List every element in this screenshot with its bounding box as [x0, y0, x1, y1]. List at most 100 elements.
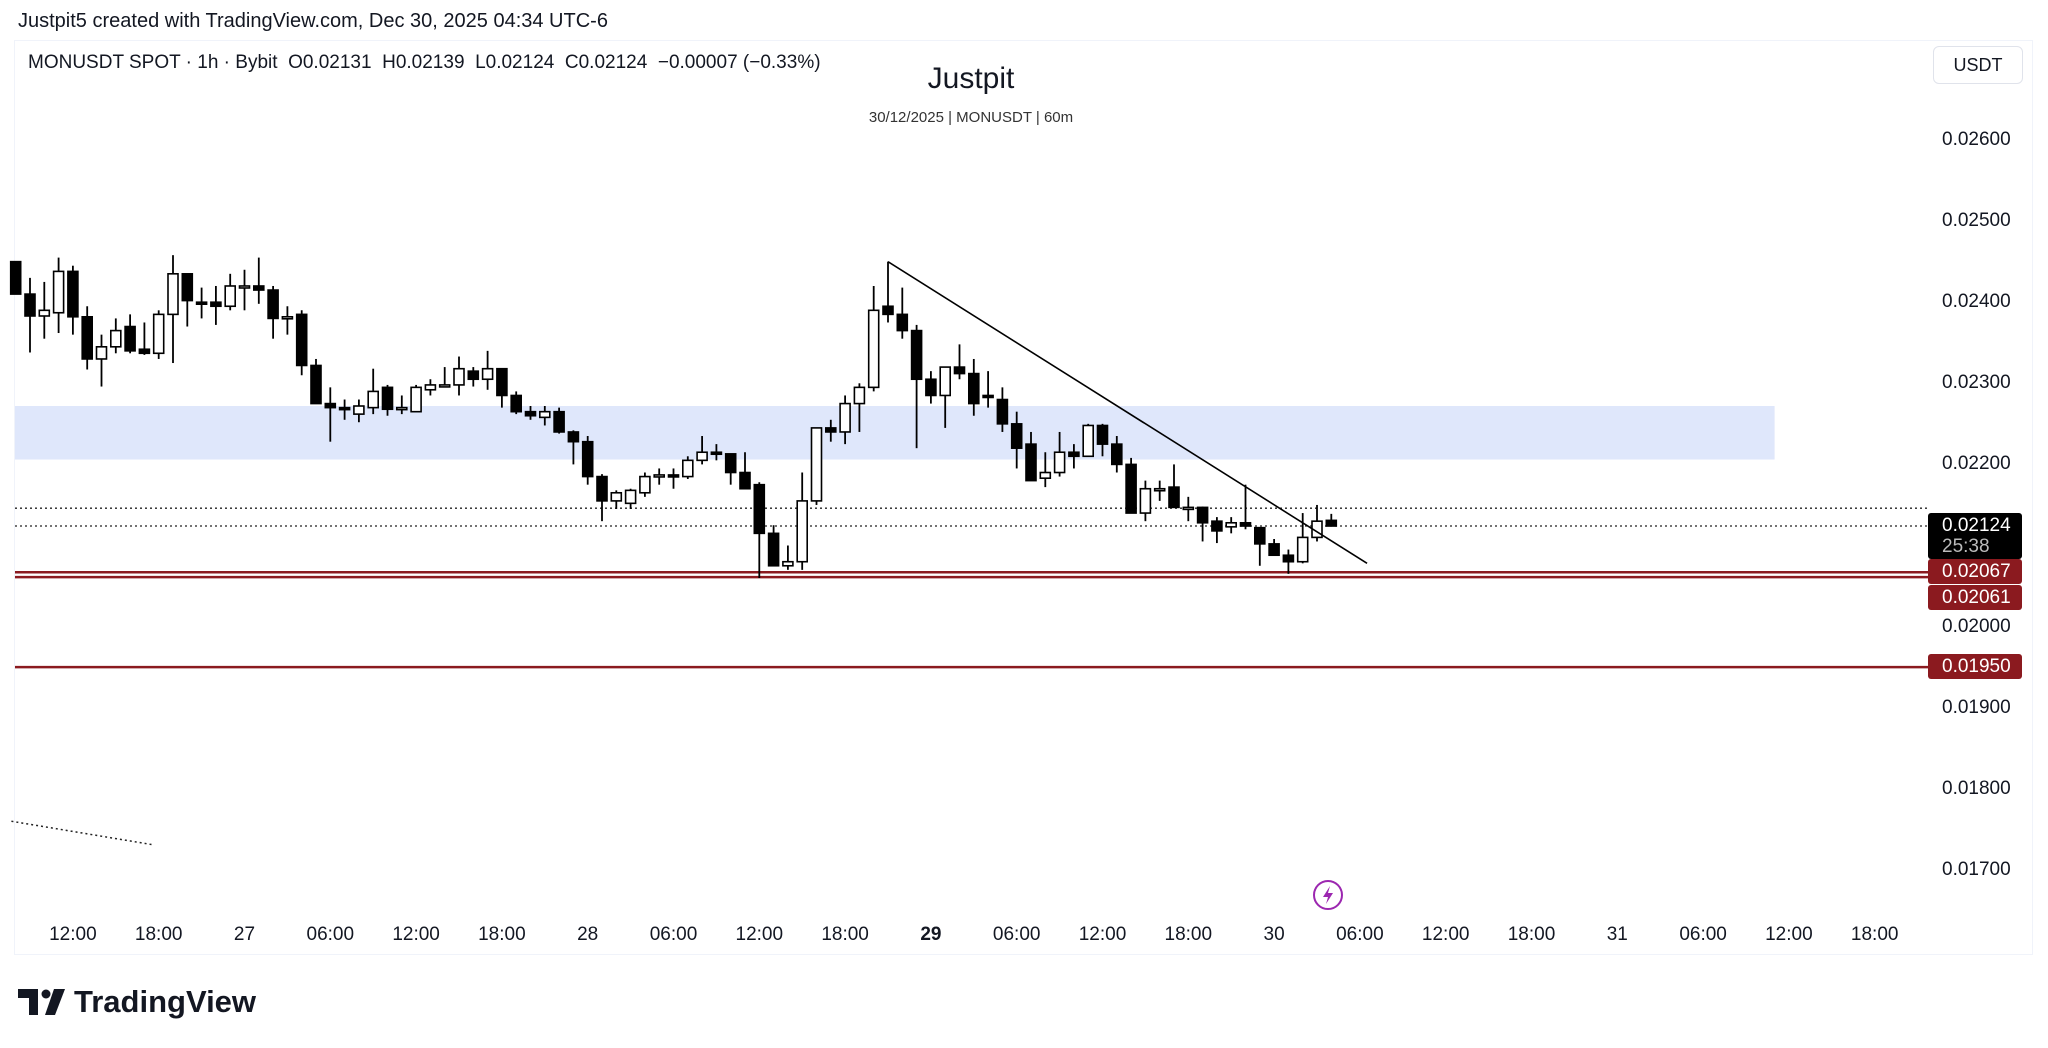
candle-down [1196, 506, 1209, 542]
time-tick-label: 12:00 [1078, 924, 1127, 945]
candle-body [1182, 506, 1195, 511]
candle-body [210, 301, 222, 308]
candle-up [839, 395, 851, 445]
price-tick-label: 0.02200 [1942, 453, 2011, 475]
candle-body [839, 402, 851, 433]
candle-body [896, 313, 909, 332]
candle-body [553, 410, 565, 433]
candle-body [9, 260, 22, 295]
candle-body [1010, 423, 1023, 449]
candle-up [1153, 480, 1166, 501]
candle-body [481, 367, 494, 381]
currency-button[interactable]: USDT [1933, 46, 2023, 84]
candle-body [353, 405, 365, 415]
candle-body [1053, 451, 1066, 474]
candle-body [381, 386, 394, 411]
candle-body [567, 431, 580, 443]
candle-body [253, 285, 265, 291]
candle-down [267, 285, 279, 339]
candle-down [1325, 513, 1338, 527]
candle-body [953, 366, 966, 375]
time-tick-label: 18:00 [1164, 924, 1213, 945]
candle-up [353, 399, 365, 423]
candle-up [1053, 431, 1066, 477]
time-tick-label: 12:00 [49, 924, 97, 945]
candle-down [739, 452, 751, 490]
candle-down [567, 430, 580, 465]
time-tick-label: 30 [1263, 924, 1285, 945]
candle-up [438, 367, 451, 388]
candle-body [1039, 471, 1052, 479]
candle-down [338, 399, 351, 420]
candle-body [724, 453, 737, 474]
candle-body [52, 270, 65, 314]
last-price: 0.02124 [1942, 515, 2011, 536]
candle-body [739, 471, 751, 490]
candle-up [782, 545, 794, 570]
tradingview-logo[interactable]: TradingView [18, 984, 256, 1020]
candle-body [524, 410, 537, 417]
candle-body [267, 289, 279, 320]
candle-body [538, 410, 551, 419]
level-badge-1: 0.02067 [1928, 559, 2022, 584]
candle-body [696, 451, 708, 462]
candle-body [1254, 526, 1266, 545]
candle-down [882, 261, 894, 323]
lightning-icon[interactable] [1313, 880, 1343, 910]
candle-down [510, 391, 523, 415]
candle-body [24, 293, 36, 317]
candle-up [95, 334, 108, 387]
candle-up [610, 490, 623, 510]
candle-down [467, 367, 480, 387]
price-tick-label: 0.02300 [1942, 372, 2011, 394]
price-tick-label: 0.02000 [1942, 615, 2011, 637]
candle-up [395, 395, 408, 415]
candle-body [681, 459, 694, 478]
candle-body [1153, 487, 1166, 492]
candle-body [1168, 486, 1180, 509]
candle-down [81, 306, 93, 370]
candle-down [1254, 526, 1266, 566]
candle-down [925, 371, 937, 404]
candle-down [1268, 539, 1280, 557]
candle-body [1225, 521, 1237, 528]
candle-body [1068, 451, 1080, 458]
candle-down [1125, 457, 1137, 514]
candle-down [253, 257, 265, 304]
candle-body [1211, 520, 1223, 532]
candle-body [324, 402, 337, 409]
candle-down [982, 371, 994, 408]
candle-down [824, 419, 837, 442]
candle-up [481, 350, 494, 390]
candle-body [1196, 506, 1209, 524]
candle-down [667, 468, 680, 489]
candle-body [152, 313, 165, 355]
time-tick-label: 18:00 [821, 924, 869, 945]
trendline [887, 260, 1368, 565]
candle-up [224, 273, 236, 311]
candle-body [181, 273, 194, 302]
candle-body [1082, 424, 1094, 458]
change-value: −0.00007 (−0.33%) [657, 52, 821, 73]
candle-body [338, 406, 351, 411]
candle-down [710, 444, 723, 461]
level-badge-2: 0.02061 [1928, 585, 2022, 610]
candle-body [867, 309, 880, 389]
candle-down [910, 324, 923, 449]
symbol-info[interactable]: MONUSDT SPOT · 1h · Bybit [28, 52, 278, 73]
candle-body [1139, 487, 1152, 514]
candle-down [9, 260, 22, 295]
candle-down [967, 358, 980, 416]
candle-down [1239, 484, 1252, 530]
candle-body [967, 372, 980, 405]
candle-up [1182, 496, 1195, 522]
time-tick-label: 06:00 [649, 924, 698, 945]
candle-body [939, 366, 952, 397]
candle-up [867, 285, 880, 392]
candle-down [138, 322, 151, 355]
candle-body [810, 427, 823, 502]
time-tick-label: 18:00 [134, 924, 183, 945]
candle-body [996, 398, 1009, 425]
candle-up [624, 488, 637, 510]
